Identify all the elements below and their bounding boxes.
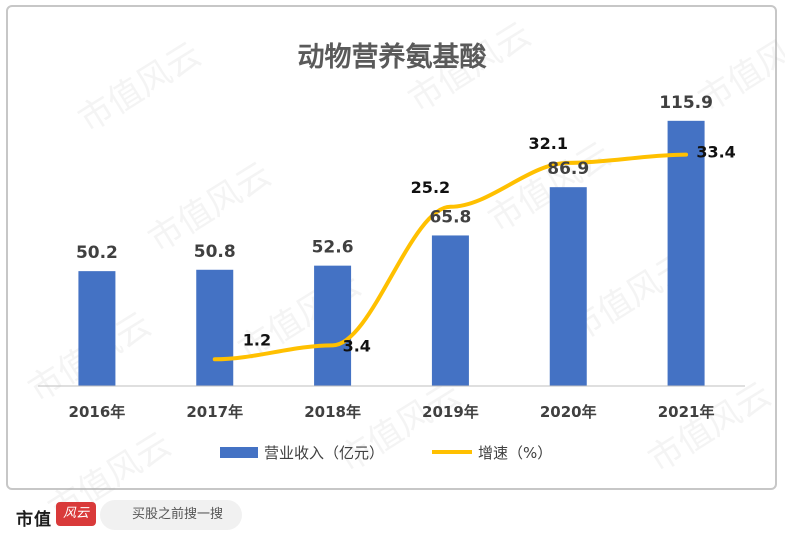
x-tick-label: 2017年	[186, 403, 243, 421]
bar-data-label: 115.9	[659, 93, 713, 113]
legend-bar-swatch	[220, 447, 258, 458]
bar-data-label: 65.8	[429, 207, 471, 227]
bar-data-label: 52.6	[312, 238, 354, 258]
bar	[549, 187, 587, 386]
growth-line	[212, 152, 689, 362]
brand-logo: 风云	[56, 502, 96, 526]
legend-line-label: 增速（%）	[478, 444, 552, 462]
bar-data-label: 86.9	[547, 159, 589, 179]
line-data-label: 32.1	[529, 134, 568, 153]
bar-data-label: 50.8	[194, 242, 236, 262]
bar	[667, 120, 705, 386]
x-tick-label: 2020年	[540, 403, 597, 421]
line-data-label: 33.4	[696, 143, 735, 162]
legend-bar-label: 营业收入（亿元）	[264, 444, 384, 462]
chart-title: 动物营养氨基酸	[298, 41, 488, 73]
bar	[196, 269, 234, 386]
x-tick-label: 2019年	[422, 403, 479, 421]
bar-data-label: 50.2	[76, 243, 118, 263]
x-tick-label: 2018年	[304, 403, 361, 421]
bar	[314, 265, 352, 386]
line-data-label: 1.2	[243, 330, 271, 349]
brand-name: 市值	[16, 510, 52, 530]
x-tick-label: 2016年	[69, 403, 126, 421]
x-tick-label: 2021年	[658, 403, 715, 421]
legend: 营业收入（亿元） 增速（%）	[220, 444, 552, 462]
footer: 市值 风云 买股之前搜一搜	[0, 493, 785, 541]
line-data-label: 25.2	[411, 178, 450, 197]
search-box[interactable]: 买股之前搜一搜	[100, 500, 242, 530]
bar	[431, 235, 469, 386]
chart-frame	[6, 5, 777, 490]
bar	[78, 271, 116, 386]
line-data-label: 3.4	[343, 336, 371, 355]
